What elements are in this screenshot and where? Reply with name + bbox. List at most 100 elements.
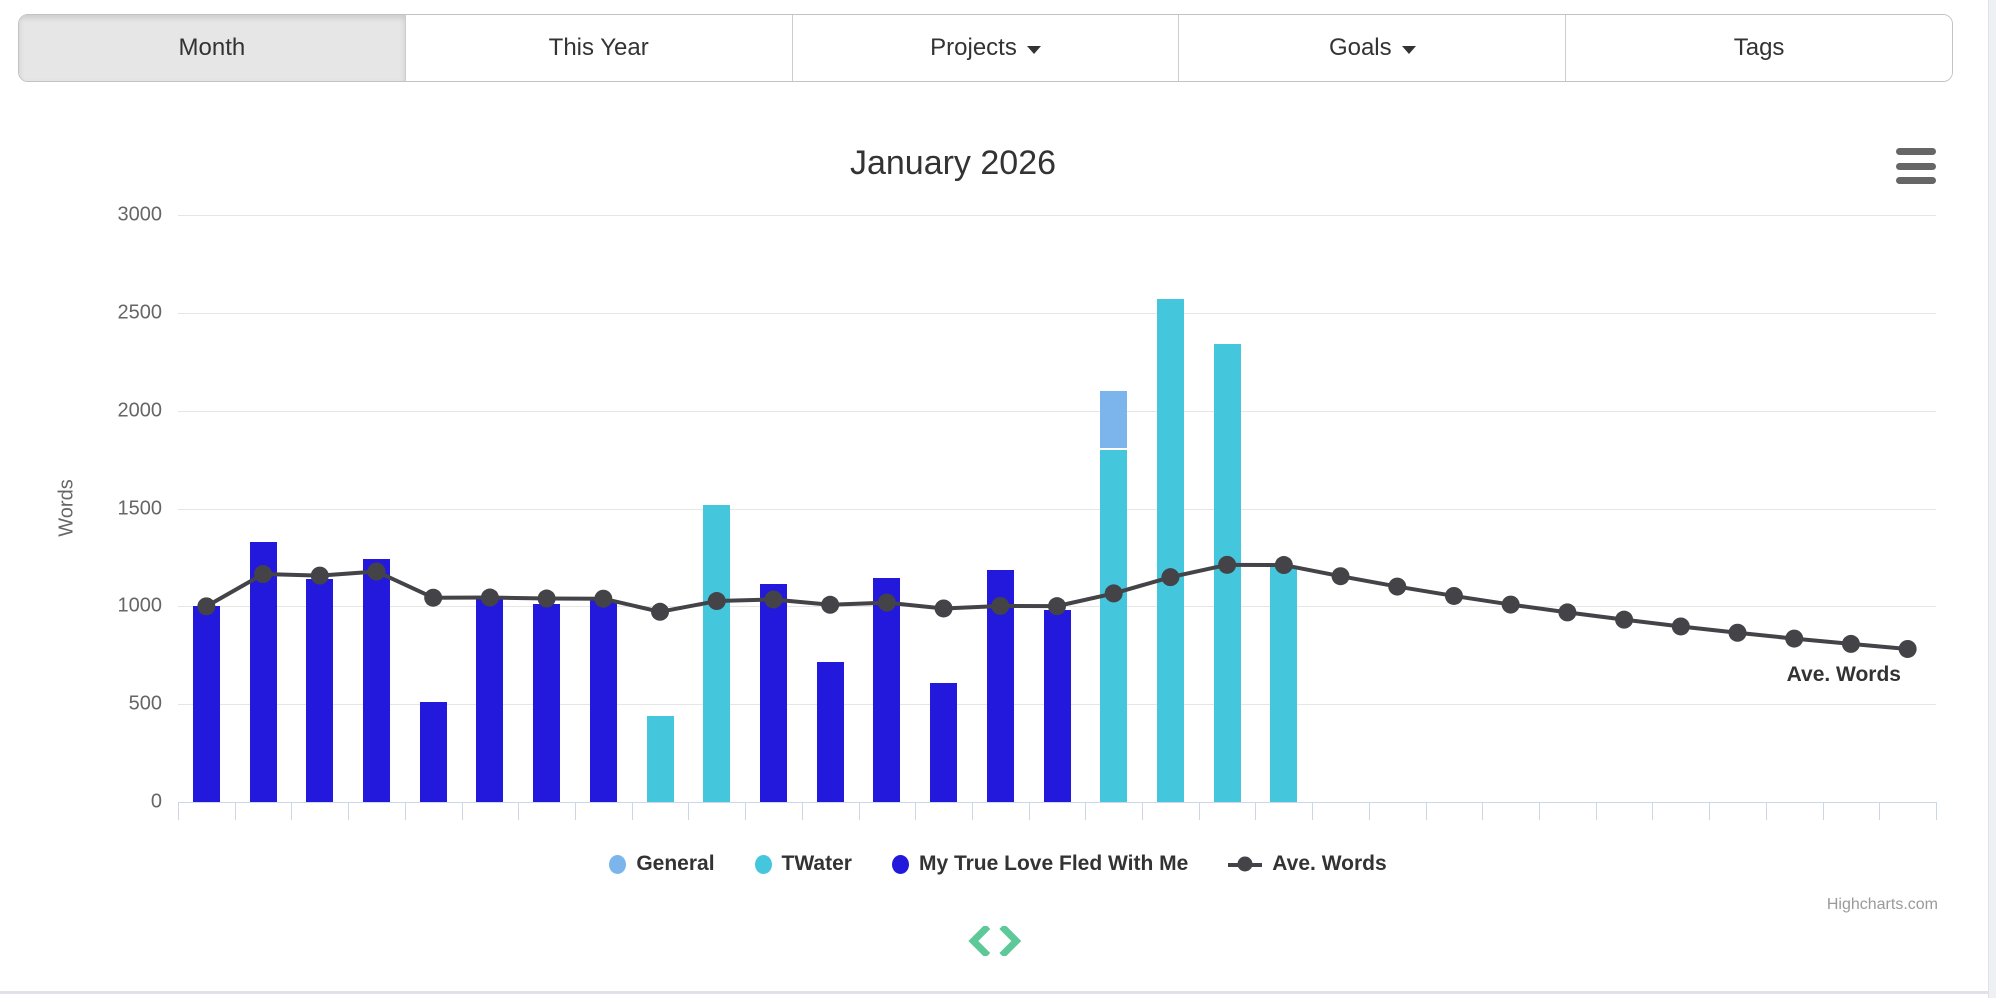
x-axis-tick — [348, 802, 349, 820]
y-axis-label-1000: 1000 — [117, 594, 163, 617]
ave-dot-day-27[interactable] — [1671, 617, 1690, 636]
bar-my-true-love-fled-with-me-day-2[interactable] — [249, 541, 277, 802]
x-axis-tick — [518, 802, 519, 820]
ave-dot-day-19[interactable] — [1218, 555, 1237, 574]
bar-my-true-love-fled-with-me-day-7[interactable] — [533, 604, 561, 802]
bar-twater-day-18[interactable] — [1156, 299, 1184, 802]
bar-my-true-love-fled-with-me-day-6[interactable] — [476, 596, 504, 802]
tab-projects[interactable]: Projects — [791, 15, 1179, 81]
x-axis-tick — [1823, 802, 1824, 820]
bar-my-true-love-fled-with-me-day-14[interactable] — [930, 682, 958, 802]
x-axis-tick — [1482, 802, 1483, 820]
ave-dot-day-14[interactable] — [934, 599, 953, 618]
bar-my-true-love-fled-with-me-day-8[interactable] — [589, 600, 617, 802]
ave-dot-day-22[interactable] — [1388, 577, 1407, 596]
ave-dot-day-21[interactable] — [1331, 567, 1350, 586]
legend-item-ave-words[interactable]: Ave. Words — [1228, 852, 1387, 876]
bar-my-true-love-fled-with-me-day-1[interactable] — [192, 606, 220, 802]
bar-twater-day-10[interactable] — [703, 504, 731, 802]
ave-dot-day-18[interactable] — [1161, 568, 1180, 587]
ave-dot-day-26[interactable] — [1615, 610, 1634, 629]
bar-general-day-17[interactable] — [1100, 391, 1128, 448]
ave-dot-day-20[interactable] — [1274, 556, 1293, 575]
legend-label-general: General — [636, 852, 715, 875]
x-axis-tick — [1255, 802, 1256, 820]
ave-dot-day-17[interactable] — [1104, 584, 1123, 603]
x-axis-tick — [1426, 802, 1427, 820]
y-axis-label-3000: 3000 — [117, 203, 163, 226]
ave-dot-day-28[interactable] — [1728, 623, 1747, 642]
legend-marker-my-true-love — [891, 854, 909, 874]
bar-twater-day-9[interactable] — [646, 715, 674, 802]
x-axis-tick — [405, 802, 406, 820]
ave-dot-day-25[interactable] — [1558, 603, 1577, 622]
x-axis-tick — [1936, 802, 1937, 820]
ave-dot-day-31[interactable] — [1898, 639, 1917, 658]
bar-my-true-love-fled-with-me-day-16[interactable] — [1043, 610, 1071, 802]
ave-dot-day-30[interactable] — [1841, 634, 1860, 653]
ave-dot-day-13[interactable] — [877, 593, 896, 612]
ave-dot-day-4[interactable] — [367, 562, 386, 581]
y-axis-label-500: 500 — [128, 692, 162, 715]
ave-dot-day-1[interactable] — [197, 597, 216, 616]
tab-month-label: Month — [178, 34, 246, 61]
ave-dot-day-2[interactable] — [254, 565, 273, 584]
gridline-2000 — [178, 410, 1936, 412]
bar-my-true-love-fled-with-me-day-5[interactable] — [419, 702, 447, 802]
tab-this-year[interactable]: This Year — [404, 15, 792, 81]
ave-dot-day-5[interactable] — [424, 588, 443, 607]
x-axis-tick — [1709, 802, 1710, 820]
x-axis-tick — [1085, 802, 1086, 820]
scrollbar-track[interactable] — [1988, 0, 1996, 998]
ave-dot-day-7[interactable] — [537, 589, 556, 608]
ave-dot-day-11[interactable] — [764, 590, 783, 609]
tab-tags[interactable]: Tags — [1565, 15, 1952, 81]
ave-dot-day-15[interactable] — [991, 596, 1010, 615]
x-axis-tick — [1652, 802, 1653, 820]
x-axis-tick — [235, 802, 236, 820]
tab-month[interactable]: Month — [19, 15, 405, 81]
bar-my-true-love-fled-with-me-day-11[interactable] — [759, 583, 787, 802]
y-axis-label-1500: 1500 — [117, 497, 163, 519]
y-axis-label-0: 0 — [150, 790, 162, 813]
ave-dot-day-24[interactable] — [1501, 595, 1520, 614]
x-axis-tick — [1029, 802, 1030, 820]
bar-twater-day-17[interactable] — [1100, 449, 1128, 802]
tab-goals[interactable]: Goals — [1178, 15, 1566, 81]
x-axis-tick — [1312, 802, 1313, 820]
chart-title: January 2026 — [849, 144, 1057, 182]
legend-item-general[interactable]: General — [609, 852, 715, 876]
x-axis-tick — [575, 802, 576, 820]
chevron-right-icon[interactable] — [999, 926, 1022, 956]
ave-dot-day-6[interactable] — [480, 588, 499, 607]
bar-my-true-love-fled-with-me-day-4[interactable] — [362, 559, 390, 802]
x-axis-tick — [178, 802, 179, 820]
ave-dot-day-3[interactable] — [310, 566, 329, 585]
bar-twater-day-20[interactable] — [1270, 567, 1298, 802]
hamburger-icon[interactable] — [1896, 148, 1936, 184]
ave-dot-day-23[interactable] — [1444, 586, 1463, 605]
bar-my-true-love-fled-with-me-day-13[interactable] — [873, 578, 901, 802]
ave-dot-day-16[interactable] — [1048, 597, 1066, 616]
gridline-2500 — [178, 312, 1936, 314]
ave-dot-day-10[interactable] — [707, 592, 726, 611]
legend-item-my-true-love-fled-with-me[interactable]: My True Love Fled With Me — [891, 852, 1188, 876]
bar-my-true-love-fled-with-me-day-3[interactable] — [306, 578, 334, 802]
x-axis-tick — [462, 802, 463, 820]
view-toolbar: Month This Year Projects Goals Tags — [18, 14, 1953, 82]
chevron-left-icon[interactable] — [968, 926, 991, 956]
x-axis-tick — [632, 802, 633, 820]
bar-my-true-love-fled-with-me-day-12[interactable] — [816, 662, 844, 802]
ave-dot-day-8[interactable] — [594, 589, 613, 608]
tab-this-year-label: This Year — [548, 34, 649, 61]
ave-dot-day-12[interactable] — [821, 595, 840, 614]
ave-dot-day-9[interactable] — [651, 602, 670, 621]
bottom-divider — [0, 991, 1996, 994]
legend-item-twater[interactable]: TWater — [754, 852, 852, 876]
ave-dot-day-29[interactable] — [1785, 629, 1804, 648]
highcharts-credit-link[interactable]: Highcharts.com — [1826, 896, 1938, 913]
chevron-down-icon — [1401, 45, 1416, 54]
legend-marker-general — [609, 854, 627, 874]
